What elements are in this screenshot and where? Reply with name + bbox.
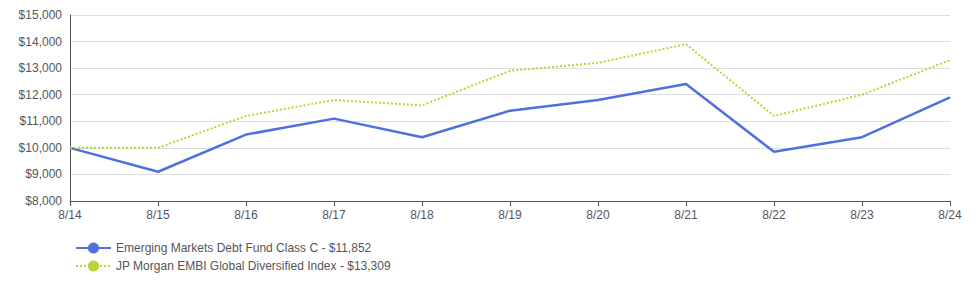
- svg-text:$15,000: $15,000: [19, 8, 63, 22]
- svg-text:Emerging Markets Debt Fund Cla: Emerging Markets Debt Fund Class C - $11…: [116, 241, 372, 255]
- svg-text:$9,000: $9,000: [25, 167, 62, 181]
- svg-text:8/15: 8/15: [146, 208, 170, 222]
- svg-text:$11,000: $11,000: [20, 114, 63, 128]
- svg-text:8/21: 8/21: [674, 208, 698, 222]
- svg-text:8/14: 8/14: [58, 208, 82, 222]
- svg-text:$8,000: $8,000: [25, 194, 62, 208]
- svg-text:8/19: 8/19: [498, 208, 522, 222]
- svg-text:8/24: 8/24: [938, 208, 962, 222]
- svg-text:$10,000: $10,000: [19, 141, 63, 155]
- svg-text:$13,000: $13,000: [19, 61, 63, 75]
- svg-text:8/20: 8/20: [586, 208, 610, 222]
- svg-text:8/17: 8/17: [322, 208, 346, 222]
- svg-text:$14,000: $14,000: [19, 35, 63, 49]
- svg-text:$12,000: $12,000: [19, 88, 63, 102]
- svg-text:8/16: 8/16: [234, 208, 258, 222]
- svg-text:8/22: 8/22: [762, 208, 786, 222]
- svg-text:JP Morgan EMBI Global Diversif: JP Morgan EMBI Global Diversified Index …: [116, 259, 391, 273]
- svg-text:8/18: 8/18: [410, 208, 434, 222]
- svg-text:8/23: 8/23: [850, 208, 874, 222]
